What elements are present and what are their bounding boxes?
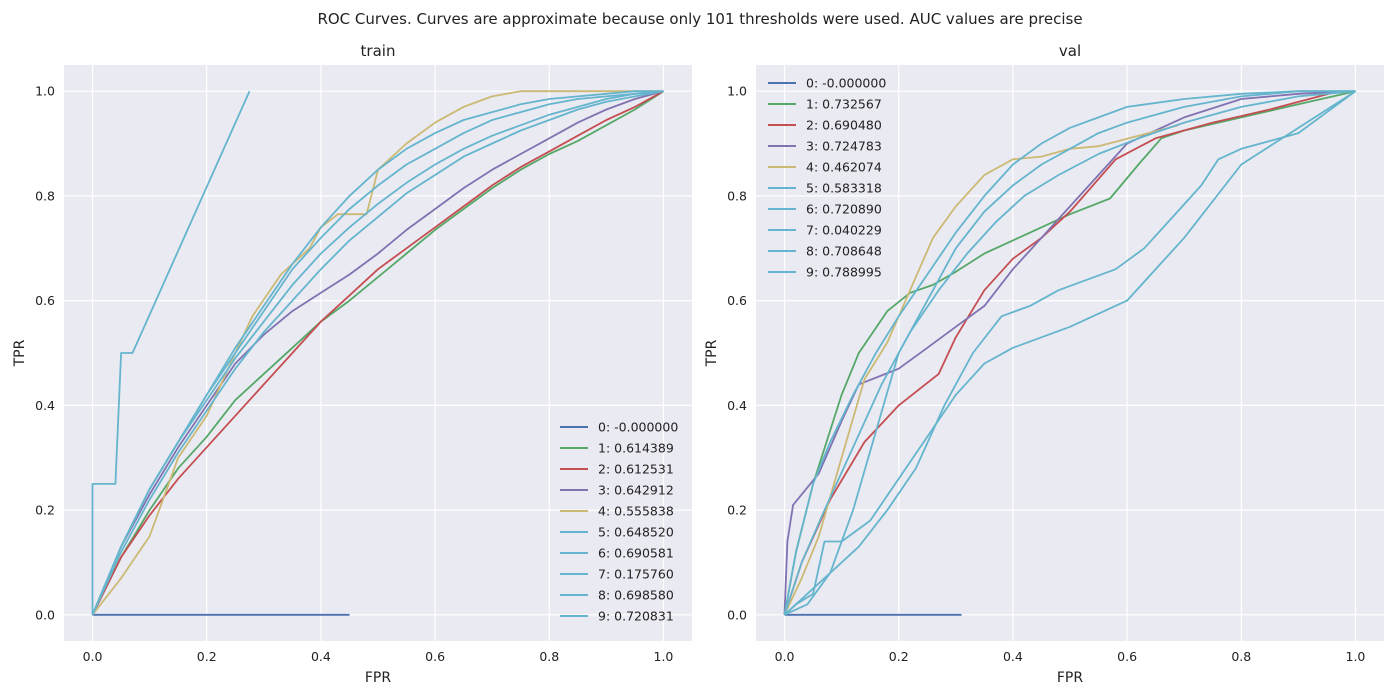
val-legend-label: 2: 0.690480 [806,118,882,133]
val-title: val [1059,42,1081,60]
train-legend-label: 6: 0.690581 [598,546,674,561]
val-legend-label: 1: 0.732567 [806,97,882,112]
train-y-tick-label: 1.0 [35,84,55,99]
val-y-tick-label: 0.2 [727,503,747,518]
train-series-line-7 [91,90,251,615]
val-x-tick-label: 0.4 [1003,649,1023,664]
val-y-tick-label: 0.0 [727,607,747,622]
train-x-tick-label: 0.0 [83,649,103,664]
train-series-line-2 [91,90,664,616]
val-series-line-8 [784,90,1356,616]
train-y-tick-label: 0.8 [35,188,55,203]
val-ticks: 0.0 0.2 0.4 0.6 0.8 1.0 0.0 0.2 0.4 0.6 0.8 1.0 [727,84,1365,664]
val-x-tick-label: 0.8 [1231,649,1251,664]
val-series-line-6 [783,90,1356,616]
train-y-tick-label: 0.6 [35,293,55,308]
train-legend-label: 4: 0.555838 [598,504,674,519]
train-series-line-3 [91,90,664,616]
val-x-tick-label: 0.0 [775,649,795,664]
val-panel: 0.0 0.2 0.4 0.6 0.8 1.0 0.0 0.2 0.4 0.6 0.8 1.0 val… [704,42,1384,686]
val-legend-label: 3: 0.724783 [806,139,882,154]
train-x-tick-label: 0.6 [425,649,445,664]
train-x-tick-label: 0.2 [197,649,217,664]
train-legend-label: 9: 0.720831 [598,609,674,624]
train-series-line-4 [91,90,664,616]
val-x-tick-label: 0.2 [889,649,909,664]
train-legend-label: 0: -0.000000 [598,420,678,435]
val-legend-label: 7: 0.040229 [806,223,882,238]
val-legend: 0: -0.000000 1: 0.732567 2: 0.690480 3: 0.7… [768,76,886,280]
val-y-tick-label: 0.6 [727,293,747,308]
val-series-line-2 [783,90,1339,616]
val-series-line-9 [783,90,1356,615]
train-legend: 0: -0.000000 1: 0.614389 2: 0.612531 3: 0.6… [560,420,678,624]
train-y-axis-label: TPR [12,339,28,367]
val-y-tick-label: 1.0 [727,84,747,99]
figure-title: ROC Curves. Curves are approximate becau… [317,10,1083,28]
val-x-axis-label: FPR [1057,670,1083,686]
val-y-tick-label: 0.8 [727,188,747,203]
train-legend-label: 1: 0.614389 [598,441,674,456]
val-legend-label: 4: 0.462074 [806,160,882,175]
train-x-tick-label: 0.4 [311,649,331,664]
train-panel: 0.0 0.2 0.4 0.6 0.8 1.0 0.0 0.2 0.4 0.6 0.8 1.0 tra… [12,42,692,686]
train-series-group [91,90,664,616]
train-y-tick-label: 0.0 [35,607,55,622]
train-y-tick-label: 0.2 [35,503,55,518]
train-legend-label: 3: 0.642912 [598,483,674,498]
val-legend-label: 6: 0.720890 [806,202,882,217]
train-x-tick-label: 1.0 [654,649,674,664]
train-series-line-9 [91,90,664,616]
train-legend-label: 8: 0.698580 [598,588,674,603]
val-series-line-3 [783,90,1356,615]
val-series-line-7 [783,90,1356,616]
train-title: train [361,42,396,60]
val-legend-label: 0: -0.000000 [806,76,886,91]
train-x-tick-label: 0.8 [539,649,559,664]
val-x-tick-label: 1.0 [1346,649,1366,664]
val-x-tick-label: 0.6 [1117,649,1137,664]
train-ticks: 0.0 0.2 0.4 0.6 0.8 1.0 0.0 0.2 0.4 0.6 0.8 1.0 [35,84,673,664]
train-x-axis-label: FPR [365,670,391,686]
val-y-tick-label: 0.4 [727,398,747,413]
val-legend-label: 8: 0.708648 [806,244,882,259]
val-legend-label: 5: 0.583318 [806,181,882,196]
train-legend-label: 5: 0.648520 [598,525,674,540]
val-y-axis-label: TPR [704,339,720,367]
train-legend-label: 2: 0.612531 [598,462,674,477]
train-series-line-5 [91,90,664,616]
val-series-group [783,90,1357,616]
train-series-line-1 [91,90,664,616]
train-legend-label: 7: 0.175760 [598,567,674,582]
val-legend-label: 9: 0.788995 [806,265,882,280]
train-plot-area [64,65,692,641]
train-y-tick-label: 0.4 [35,398,55,413]
val-series-line-5 [783,90,1357,616]
